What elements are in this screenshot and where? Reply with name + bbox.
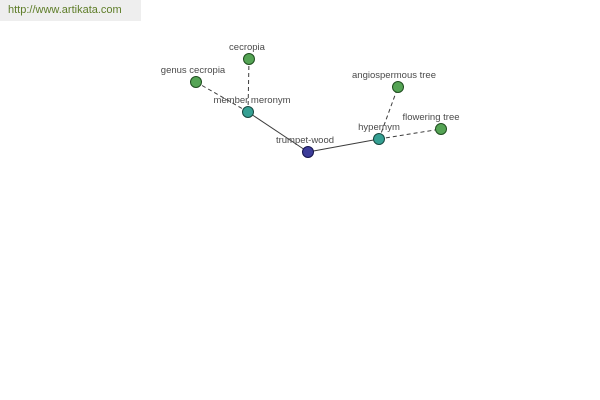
graph-edge-cecropia--member-meronym: [247, 58, 250, 113]
url-chip: http://www.artikata.com: [0, 0, 141, 21]
graph-edge-hypernym--angiospermous-tree: [378, 86, 399, 140]
graph-edge-hypernym--flowering-tree: [378, 128, 442, 140]
graph-node-angiospermous-tree[interactable]: [392, 81, 404, 93]
graph-node-trumpet-wood[interactable]: [302, 146, 314, 158]
graph-edge-trumpet-wood--hypernym: [307, 138, 380, 153]
graph-node-flowering-tree[interactable]: [435, 123, 447, 135]
graph-node-label-hypernym: hypernym: [358, 122, 400, 133]
graph-node-member-meronym[interactable]: [242, 106, 254, 118]
graph-node-label-member-meronym: member meronym: [213, 95, 290, 106]
graph-edge-genus-cecropia--member-meronym: [195, 81, 249, 113]
graph-node-cecropia[interactable]: [243, 53, 255, 65]
graph-node-hypernym[interactable]: [373, 133, 385, 145]
graph-node-genus-cecropia[interactable]: [190, 76, 202, 88]
graph-node-label-trumpet-wood: trumpet-wood: [276, 135, 334, 146]
graph-node-label-flowering-tree: flowering tree: [402, 112, 459, 123]
graph-node-label-genus-cecropia: genus cecropia: [161, 65, 226, 76]
graph-node-label-cecropia: cecropia: [229, 42, 266, 53]
graph-edge-member-meronym--trumpet-wood: [247, 111, 309, 153]
graph-node-label-angiospermous-tree: angiospermous tree: [352, 70, 436, 81]
